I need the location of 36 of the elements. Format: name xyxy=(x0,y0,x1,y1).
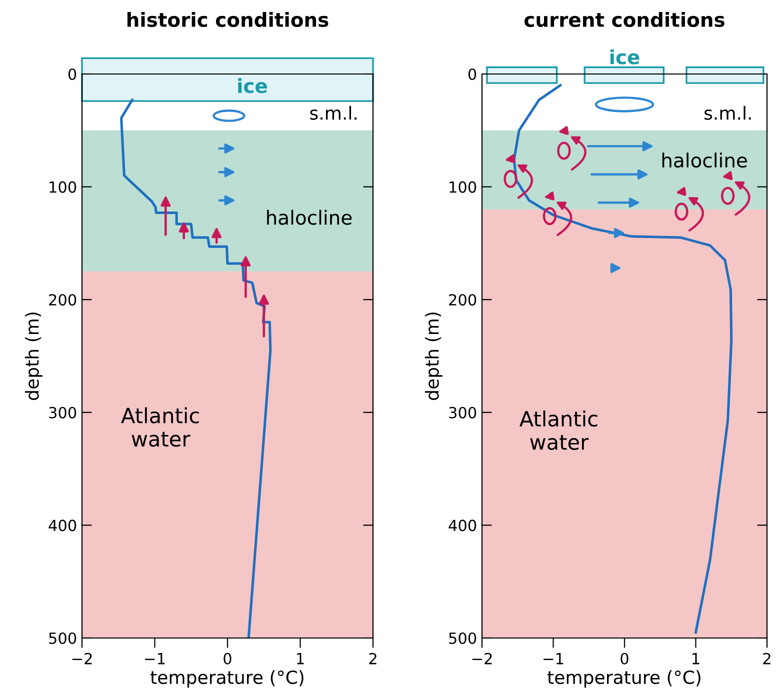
chart-title: historic conditions xyxy=(127,12,328,28)
y-tick-label: 200 xyxy=(449,294,476,306)
band-label: Atlantic water xyxy=(121,407,199,447)
y-tick-label: 0 xyxy=(468,68,476,80)
y-axis-title: depth (m) xyxy=(424,312,442,400)
x-tick-label: 2 xyxy=(763,652,770,664)
x-tick-label: −2 xyxy=(472,652,492,664)
y-tick-label: 0 xyxy=(68,68,76,80)
y-tick-label: 400 xyxy=(448,520,476,532)
x-tick-label: 0 xyxy=(224,652,232,664)
band-label: ice xyxy=(238,78,267,94)
band-label: halocline xyxy=(267,210,352,225)
x-axis-title: temperature (°C) xyxy=(548,670,700,688)
y-tick-label: 400 xyxy=(48,520,76,532)
y-tick-label: 200 xyxy=(49,294,76,306)
chart-title: current conditions xyxy=(524,12,724,28)
y-tick-label: 100 xyxy=(450,181,476,193)
x-tick-label: 0 xyxy=(620,652,628,664)
x-tick-label: −1 xyxy=(544,653,564,664)
x-axis-title: temperature (°C) xyxy=(150,670,304,688)
text: ice xyxy=(610,49,640,64)
x-tick-label: −1 xyxy=(145,653,165,664)
x-tick-label: 1 xyxy=(692,653,700,664)
band-label: Atlantic water xyxy=(520,410,598,450)
x-tick-label: 1 xyxy=(297,653,304,664)
x-tick-label: −2 xyxy=(72,652,92,664)
annotation: s.m.l. xyxy=(704,106,751,120)
band-label: halocline xyxy=(662,152,747,168)
y-tick-label: 500 xyxy=(449,632,476,644)
annotation: s.m.l. xyxy=(310,106,357,120)
y-tick-label: 300 xyxy=(49,406,76,418)
y-tick-label: 100 xyxy=(50,181,76,193)
y-axis-title: depth (m) xyxy=(24,312,42,400)
x-tick-label: 2 xyxy=(369,652,376,664)
y-tick-label: 500 xyxy=(49,632,76,644)
y-tick-label: 300 xyxy=(449,406,476,418)
